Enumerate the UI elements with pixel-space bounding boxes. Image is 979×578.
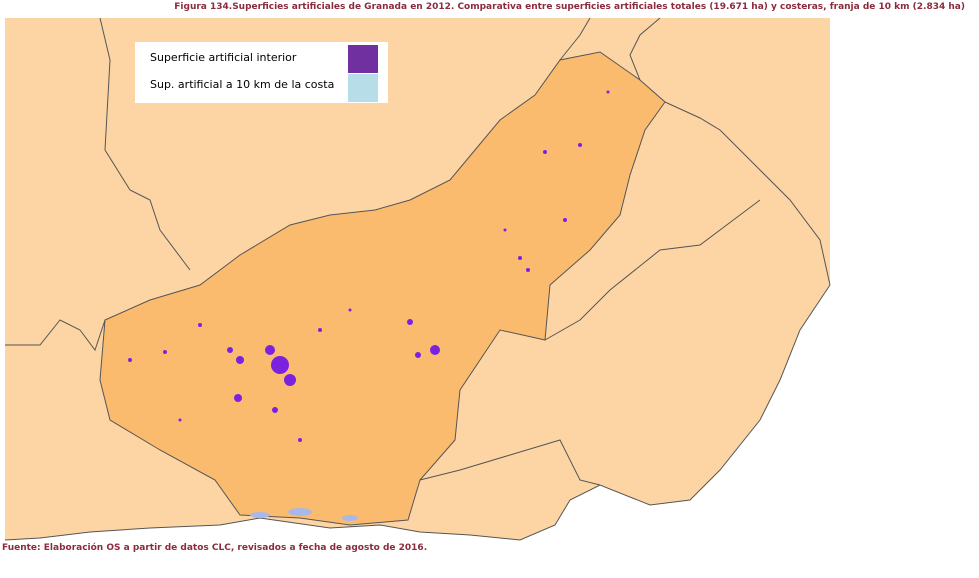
legend: Superficie artificial interior Sup. arti… [135,42,388,103]
coastal-surfaces [250,508,358,521]
legend-label: Superficie artificial interior [150,51,297,64]
source: Fuente: Elaboración OS a partir de datos… [2,543,428,553]
legend-swatch [348,45,378,73]
legend-box [135,42,388,103]
borders [4,17,831,541]
legend-swatch [348,74,378,102]
artificial-surfaces [128,90,610,442]
map-title: Figura 134.Superficies artificiales de G… [174,2,965,12]
legend-label: Sup. artificial a 10 km de la costa [150,78,334,91]
granada [99,51,666,526]
